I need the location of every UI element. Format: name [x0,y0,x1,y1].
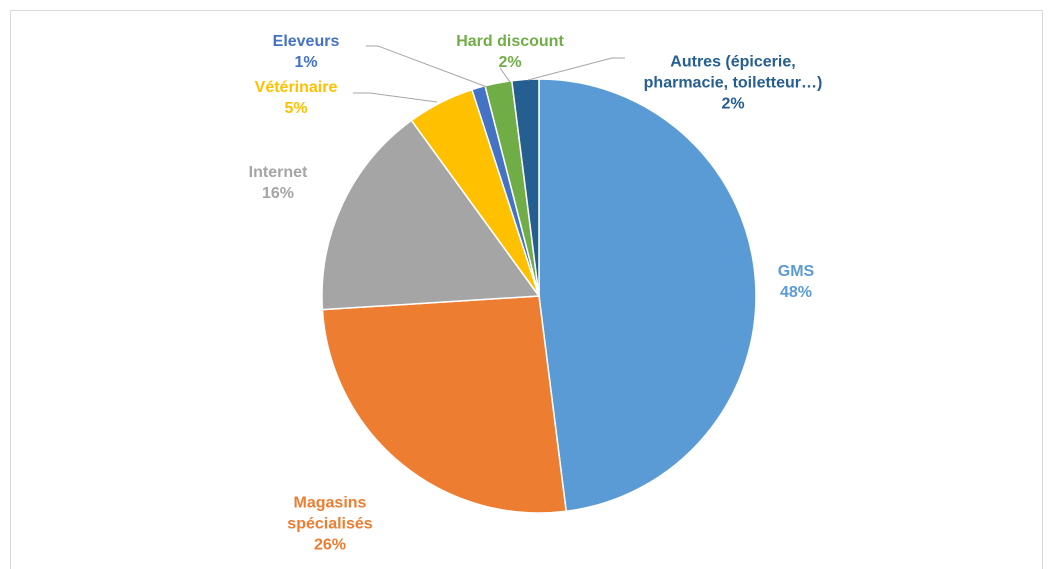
leader-line [527,57,625,81]
data-label: Vétérinaire 5% [226,77,366,119]
chart-frame [10,10,1043,569]
leader-line [353,92,438,103]
value-label: 16% [261,185,295,202]
value-label: 2% [721,95,745,113]
category-label: Internet [248,164,308,181]
category-label: Autres (épicerie, pharmacie, toiletteur…… [643,53,823,92]
value-label: 5% [284,100,308,117]
pie-slice [538,78,757,513]
data-label: Magasins spécialisés 26% [265,493,395,556]
leader-line [499,67,511,83]
data-label: GMS 48% [736,261,856,303]
category-label: Vétérinaire [254,79,338,96]
leader-lines [353,45,625,103]
pie-slice [510,78,540,297]
value-label: 48% [779,284,813,301]
value-label: 2% [498,54,522,71]
category-label: Hard discount [456,33,564,50]
category-label: GMS [777,263,815,280]
data-label: Internet 16% [218,162,338,204]
data-label: Hard discount 2% [430,31,590,73]
value-label: 26% [313,536,347,554]
category-label: Magasins spécialisés [287,494,373,533]
data-label: Eleveurs 1% [256,31,356,73]
leader-line [366,45,488,88]
pie [321,78,757,514]
data-label: Autres (épicerie, pharmacie, toiletteur…… [638,52,828,115]
pie-slice [321,119,541,311]
category-label: Eleveurs [272,33,340,50]
pie-slice [321,295,568,514]
value-label: 1% [294,54,318,71]
